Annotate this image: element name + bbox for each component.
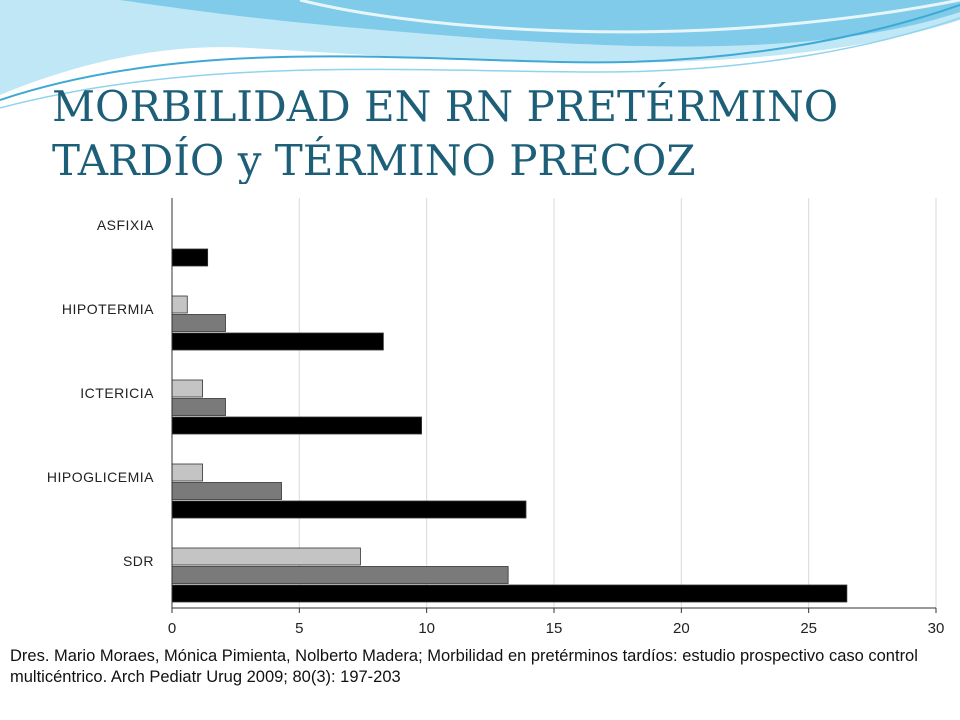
axes: [171, 198, 937, 613]
bar: [171, 584, 848, 603]
labels: 0 5 10 15 20 25 30 ASFIXIA HIPOTERMIA ICTERICIA HI…: [47, 217, 944, 637]
wave-line-1: [0, 4, 960, 101]
chart-panel: 0 5 10 15 20 25 30 ASFIXIA HIPOTERMIA ICTERICIA HI…: [0, 184, 960, 640]
bar: [171, 398, 226, 416]
bar: [171, 566, 509, 584]
bar: [171, 248, 209, 267]
bar: [171, 416, 422, 435]
bar: [171, 482, 282, 500]
x-tick-label: 20: [673, 620, 690, 637]
slide-title-line-1: MORBILIDAD EN RN PRETÉRMINO: [52, 82, 839, 131]
x-tick-label: 0: [168, 620, 176, 637]
category-label: ASFIXIA: [97, 217, 154, 233]
x-tick-label: 30: [928, 620, 945, 637]
x-tick-label: 15: [546, 620, 563, 637]
bar: [171, 314, 226, 332]
category-label: ICTERICIA: [80, 385, 154, 401]
slide-title-line-2: TARDÍO y TÉRMINO PRECOZ: [52, 136, 696, 184]
header-wave-decoration: [0, 0, 960, 109]
bar: [171, 463, 203, 482]
bar: [171, 547, 361, 566]
wave-line-3: [299, 0, 960, 34]
grid-lines: [298, 198, 937, 608]
bar: [171, 332, 384, 351]
x-tick-label: 5: [295, 620, 303, 637]
slide-title: MORBILIDAD EN RN PRETÉRMINO TARDÍO y TÉR…: [52, 80, 932, 184]
bar: [171, 500, 527, 519]
bar-chart: 0 5 10 15 20 25 30 ASFIXIA HIPOTERMIA ICTERICIA HI…: [47, 198, 944, 637]
x-tick-label: 10: [418, 620, 435, 637]
citation-text: Dres. Mario Moraes, Mónica Pimienta, Nol…: [10, 647, 918, 686]
bars: [171, 248, 848, 603]
category-label: HIPOGLICEMIA: [47, 469, 154, 485]
bar: [171, 295, 188, 314]
x-tick-label: 25: [800, 620, 817, 637]
bar: [171, 379, 203, 398]
wave-line-2: [0, 17, 960, 109]
category-label: SDR: [123, 553, 154, 569]
category-label: HIPOTERMIA: [62, 301, 154, 317]
wave-band-mid: [120, 0, 960, 47]
